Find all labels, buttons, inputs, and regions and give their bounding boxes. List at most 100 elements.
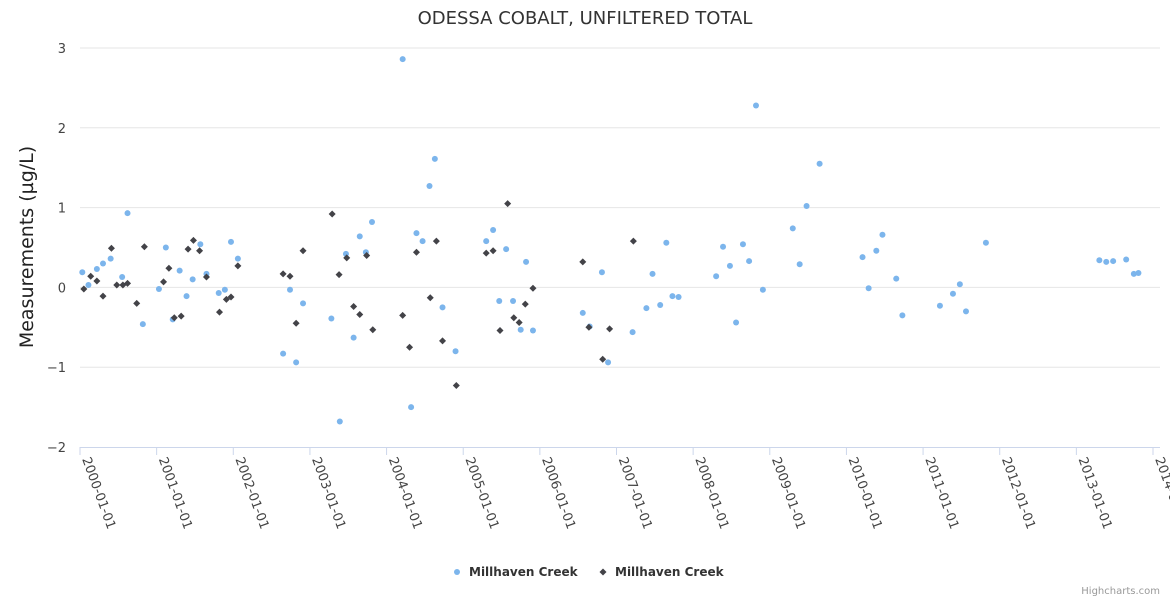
data-point[interactable] [286,272,294,280]
data-point[interactable] [439,337,447,345]
data-point[interactable] [1110,258,1117,265]
data-point[interactable] [133,299,141,307]
data-point[interactable] [170,314,178,322]
data-point[interactable] [663,239,670,246]
data-point[interactable] [496,297,503,304]
data-point[interactable] [629,329,636,336]
data-point[interactable] [140,243,148,251]
data-point[interactable] [215,289,222,296]
data-point[interactable] [93,266,100,273]
data-point[interactable] [227,293,235,301]
data-point[interactable] [598,269,605,276]
data-point[interactable] [629,237,637,245]
data-point[interactable] [292,319,300,327]
data-point[interactable] [675,293,682,300]
data-point[interactable] [1103,258,1110,265]
data-point[interactable] [426,294,434,302]
data-point[interactable] [300,300,307,307]
data-point[interactable] [155,285,162,292]
data-point[interactable] [752,102,759,109]
data-point[interactable] [893,275,900,282]
data-point[interactable] [399,56,406,63]
credits-link[interactable]: Highcharts.com [1081,586,1160,597]
data-point[interactable] [746,258,753,265]
data-point[interactable] [336,418,343,425]
data-point[interactable] [413,230,420,237]
data-point[interactable] [452,382,460,390]
data-point[interactable] [489,247,497,255]
legend-item-2[interactable]: Millhaven Creek [599,565,725,579]
data-point[interactable] [287,286,294,293]
data-point[interactable] [657,301,664,308]
data-point[interactable] [87,272,95,280]
data-point[interactable] [796,261,803,268]
data-point[interactable] [119,274,126,281]
data-point[interactable] [605,359,612,366]
data-point[interactable] [599,355,607,363]
data-point[interactable] [160,278,168,286]
data-point[interactable] [234,262,242,270]
data-point[interactable] [606,325,614,333]
data-point[interactable] [335,271,343,279]
data-point[interactable] [79,269,86,276]
data-point[interactable] [197,241,204,248]
data-point[interactable] [350,334,357,341]
data-point[interactable] [579,309,586,316]
data-point[interactable] [177,312,185,320]
data-point[interactable] [713,273,720,280]
data-point[interactable] [496,326,504,334]
data-point[interactable] [936,302,943,309]
data-point[interactable] [196,247,204,255]
data-point[interactable] [184,245,192,253]
data-point[interactable] [356,311,364,319]
data-point[interactable] [363,251,371,259]
data-point[interactable] [879,231,886,238]
data-point[interactable] [1096,257,1103,264]
data-point[interactable] [215,308,223,316]
data-point[interactable] [399,311,407,319]
data-point[interactable] [579,258,587,266]
data-point[interactable] [726,262,733,269]
data-point[interactable] [279,270,287,278]
data-point[interactable] [521,300,529,308]
data-point[interactable] [280,350,287,357]
data-point[interactable] [1135,270,1142,277]
legend-item-1[interactable]: Millhaven Creek [454,565,579,579]
data-point[interactable] [503,246,510,253]
data-point[interactable] [343,254,351,262]
data-point[interactable] [113,281,121,289]
data-point[interactable] [431,155,438,162]
data-point[interactable] [865,285,872,292]
data-point[interactable] [369,326,377,334]
data-point[interactable] [949,290,956,297]
data-point[interactable] [1123,256,1130,263]
data-point[interactable] [733,319,740,326]
data-point[interactable] [759,286,766,293]
data-point[interactable] [523,258,530,265]
data-point[interactable] [956,281,963,288]
data-point[interactable] [227,238,234,245]
data-point[interactable] [643,305,650,312]
data-point[interactable] [517,326,524,333]
data-point[interactable] [165,264,173,272]
data-point[interactable] [720,243,727,250]
data-point[interactable] [962,308,969,315]
data-point[interactable] [176,267,183,274]
data-point[interactable] [107,255,114,262]
data-point[interactable] [139,321,146,328]
data-point[interactable] [85,282,92,289]
data-point[interactable] [107,244,115,252]
data-point[interactable] [426,183,433,190]
data-point[interactable] [585,323,593,331]
data-point[interactable] [515,319,523,327]
data-point[interactable] [221,286,228,293]
data-point[interactable] [202,273,210,281]
data-point[interactable] [669,293,676,300]
data-point[interactable] [356,233,363,240]
data-point[interactable] [803,203,810,210]
data-point[interactable] [649,270,656,277]
data-point[interactable] [124,210,131,217]
data-point[interactable] [328,210,336,218]
data-point[interactable] [816,160,823,167]
data-point[interactable] [234,255,241,262]
